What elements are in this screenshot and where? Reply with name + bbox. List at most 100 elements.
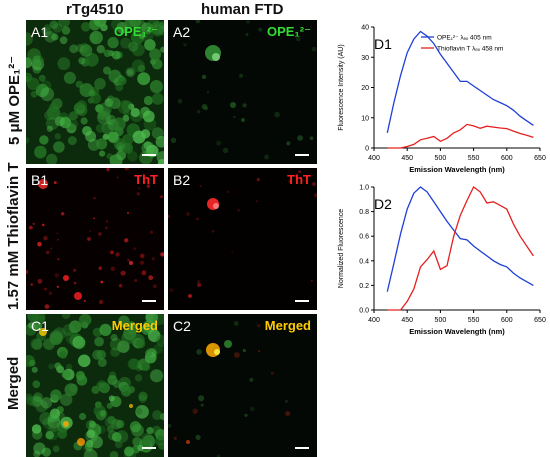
cell (65, 363, 73, 371)
cell (94, 336, 104, 347)
y-axis-label: Fluorescence Intensity (AU) (338, 44, 345, 130)
cell (73, 336, 86, 350)
cell (40, 397, 53, 409)
cell (106, 402, 113, 409)
cell (133, 247, 137, 251)
cell (61, 212, 65, 216)
cell (46, 153, 58, 164)
cell (72, 336, 86, 349)
panel-b2-image: B2 ThT (168, 168, 317, 310)
cell (245, 33, 249, 36)
cell (123, 109, 130, 117)
cell (145, 349, 153, 357)
cell (33, 321, 43, 331)
cell (50, 247, 53, 250)
cell (256, 178, 260, 182)
cell (49, 330, 63, 344)
cell (97, 110, 111, 125)
panel-label: B2 (173, 172, 191, 188)
cell (129, 20, 141, 28)
cell (97, 358, 107, 367)
cell (43, 24, 51, 32)
y-tick-label: 20 (361, 85, 369, 92)
cell (53, 141, 65, 153)
cell-cluster (74, 292, 82, 300)
cell (151, 24, 164, 37)
cell (52, 445, 60, 453)
cell (73, 281, 77, 285)
cell (216, 140, 222, 146)
cell (233, 321, 239, 326)
cell (196, 217, 199, 221)
cell (32, 396, 42, 407)
cell (30, 338, 43, 350)
cell (58, 20, 70, 28)
cell (26, 393, 33, 401)
cell (51, 33, 59, 41)
cell (201, 74, 207, 80)
cell (26, 137, 30, 144)
series-line-0 (386, 30, 534, 134)
scale-bar (295, 447, 309, 449)
cell (100, 280, 104, 284)
cell (195, 20, 201, 24)
cell (140, 253, 145, 259)
cell (98, 266, 103, 270)
cell (244, 413, 248, 417)
cell (84, 442, 94, 451)
cell (111, 432, 122, 442)
cell (197, 110, 201, 114)
cell (130, 107, 140, 118)
cell (285, 411, 291, 417)
legend-label: OPE₁²⁻ λₑₓ 405 nm (437, 35, 492, 42)
cell (49, 20, 59, 29)
x-tick-label: 500 (435, 155, 447, 162)
cell (110, 74, 117, 82)
cell (151, 425, 162, 436)
cell (122, 134, 134, 146)
cell (60, 393, 73, 406)
panel-a1-image: A1 OPE₁²⁻ (26, 20, 164, 164)
cell (242, 103, 247, 108)
cell (168, 214, 170, 219)
cell (38, 74, 46, 82)
x-tick-label: 650 (534, 155, 546, 162)
cell (170, 137, 177, 143)
cell-cluster (214, 349, 220, 355)
cell (45, 427, 60, 441)
cell (48, 102, 59, 113)
cell (64, 383, 78, 397)
column-header-left: rTg4510 (66, 1, 124, 18)
cell (206, 91, 210, 94)
x-tick-label: 500 (435, 317, 447, 324)
cell (155, 136, 164, 148)
cell (257, 324, 261, 328)
cell (203, 106, 209, 111)
cell (76, 100, 87, 111)
cell (93, 217, 96, 220)
panel-label: C1 (31, 318, 49, 334)
cell (118, 315, 130, 328)
cell (127, 358, 140, 370)
chart-d2: 400 450 500 550 600 650 0.0 0.2 0.4 0.6 0.8 1.0 Emis… (338, 185, 546, 337)
cell (73, 268, 77, 272)
cell (127, 324, 138, 335)
cell (32, 222, 35, 225)
cell (59, 351, 68, 359)
cell (103, 49, 112, 58)
cell (107, 36, 119, 49)
cell (110, 347, 120, 357)
y-tick-label: 30 (361, 55, 369, 62)
cell (105, 220, 108, 223)
cell (86, 429, 96, 439)
cell-cluster (241, 118, 245, 122)
cell (41, 223, 45, 227)
cell (143, 95, 153, 106)
cell (314, 193, 317, 198)
cell (49, 408, 61, 419)
cell (160, 252, 164, 257)
cell (99, 323, 112, 336)
cell (134, 374, 143, 382)
cell (150, 369, 164, 383)
cell (151, 58, 163, 70)
